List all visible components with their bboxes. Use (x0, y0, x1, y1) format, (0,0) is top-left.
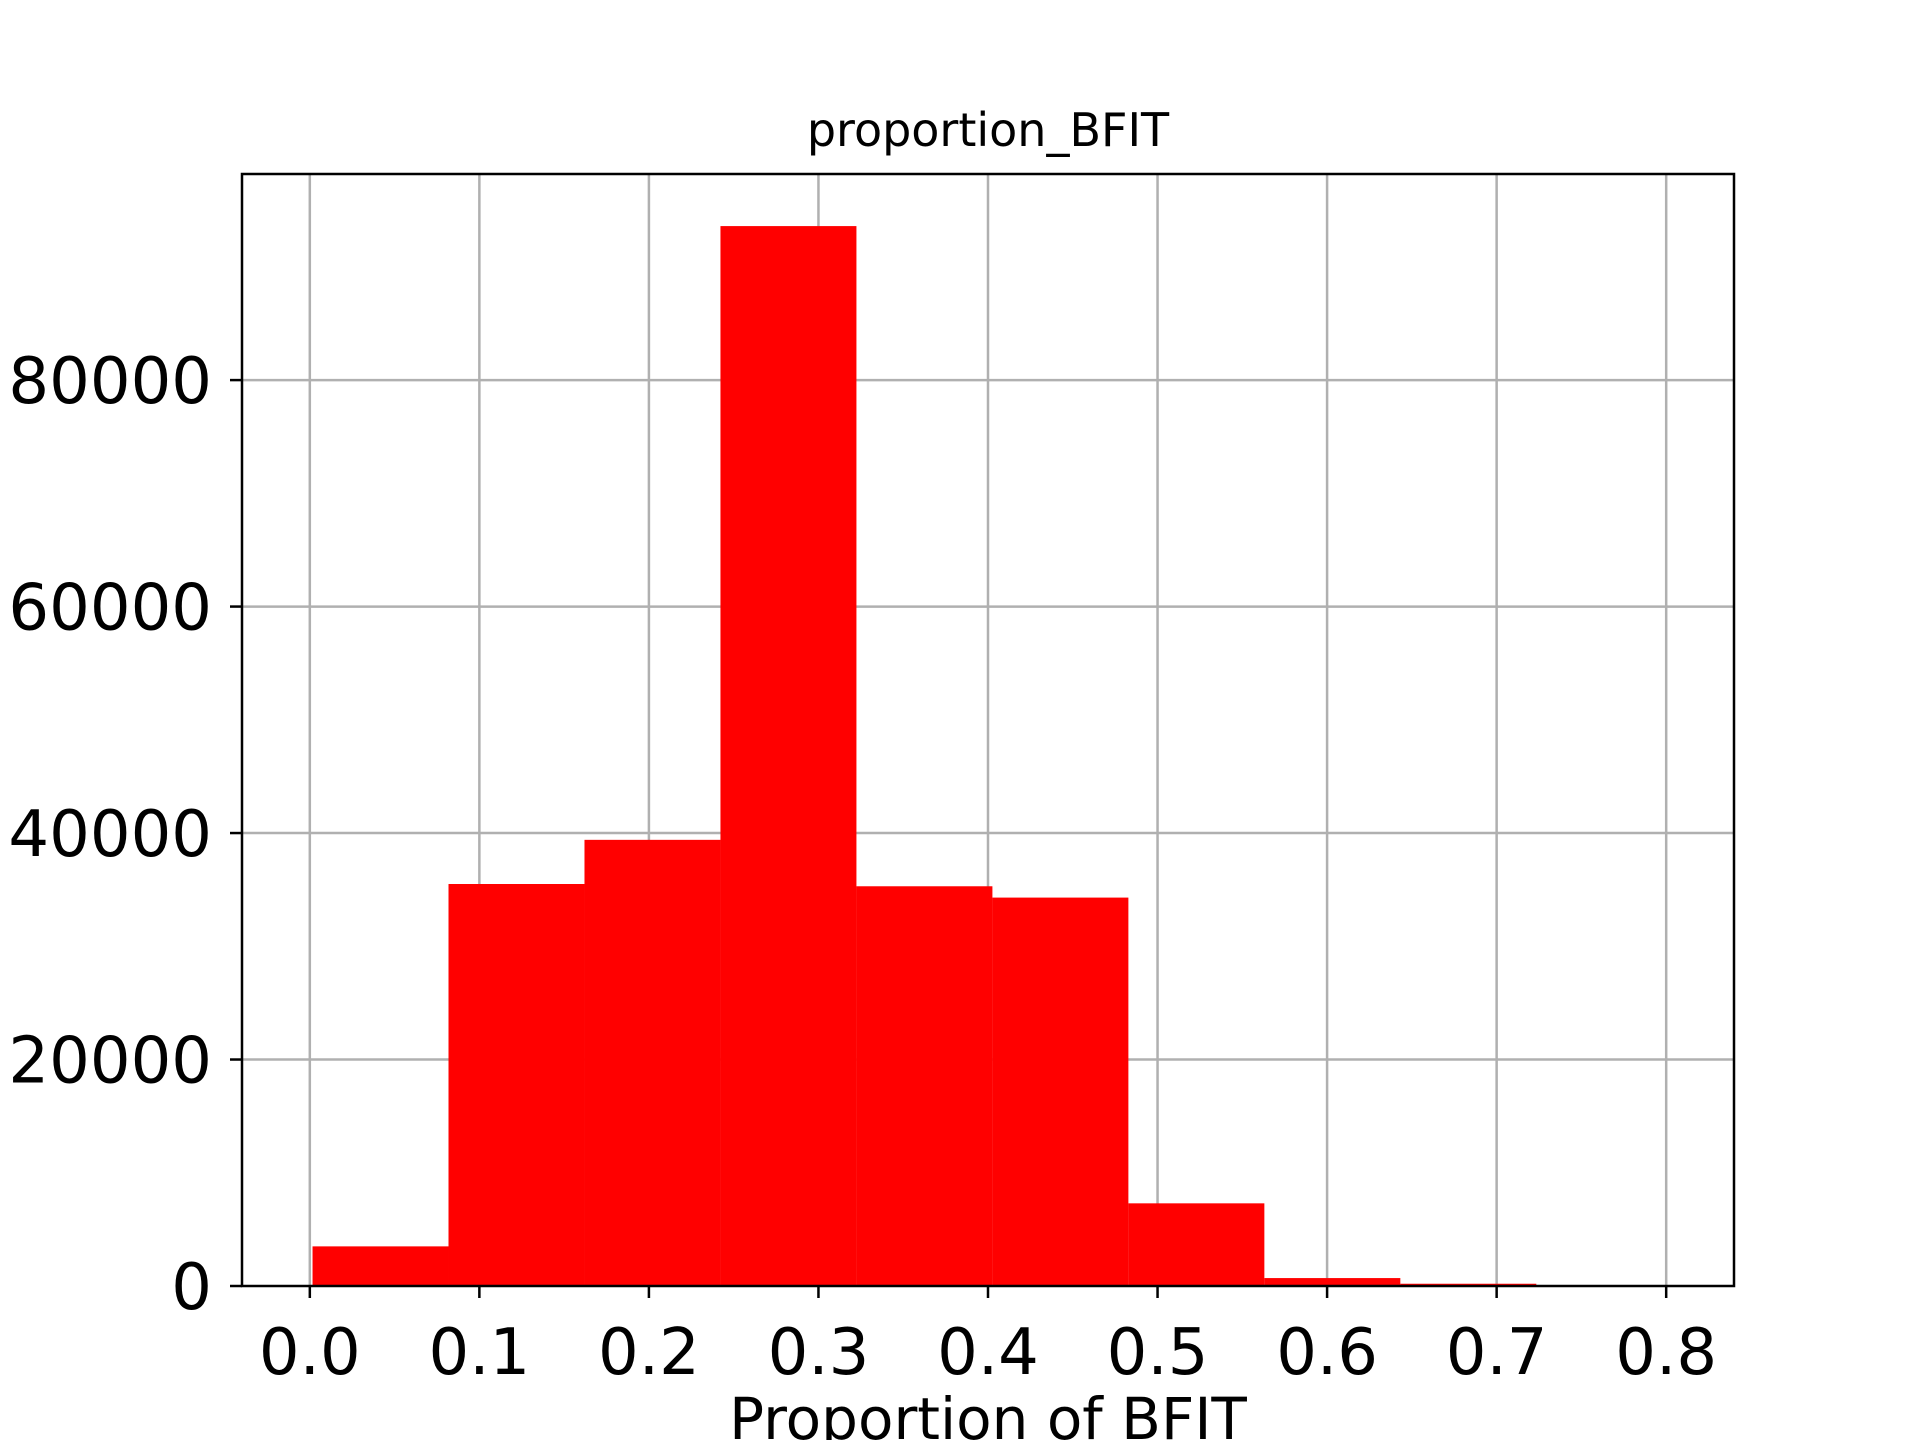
y-tick-label: 60000 (8, 572, 212, 646)
x-tick-label: 0.4 (937, 1316, 1039, 1390)
x-tick-label: 0.5 (1107, 1316, 1209, 1390)
histogram-bar (1264, 1278, 1401, 1286)
x-tick-label: 0.3 (768, 1316, 870, 1390)
histogram-bars (312, 226, 1673, 1287)
y-tick-label: 40000 (8, 798, 212, 872)
x-tick-label: 0.1 (428, 1316, 530, 1390)
x-axis-label: Proportion of BFIT (729, 1385, 1247, 1440)
axis-ticks: 0.0 0.1 0.2 0.3 0.4 0.5 0.6 0.7 0.8 0 20000 40000 60… (8, 345, 1717, 1390)
histogram-bar (1128, 1203, 1265, 1286)
plot-frame (240, 172, 1736, 1288)
y-tick-label: 0 (171, 1251, 212, 1325)
x-tick-label: 0.7 (1446, 1316, 1548, 1390)
histogram-bar (856, 886, 993, 1286)
y-tick-label: 20000 (8, 1025, 212, 1099)
x-tick-label: 0.2 (598, 1316, 700, 1390)
histogram-bar (720, 226, 857, 1287)
histogram-bar (992, 897, 1129, 1286)
x-tick-label: 0.0 (259, 1316, 361, 1390)
x-tick-label: 0.6 (1276, 1316, 1378, 1390)
histogram-bar (584, 839, 721, 1286)
histogram-bar (312, 1246, 449, 1286)
grid-lines (242, 174, 1734, 1286)
histogram-bar (448, 884, 585, 1286)
x-tick-label: 0.8 (1615, 1316, 1717, 1390)
chart-title: proportion_BFIT (807, 103, 1170, 157)
y-tick-label: 80000 (8, 345, 212, 419)
